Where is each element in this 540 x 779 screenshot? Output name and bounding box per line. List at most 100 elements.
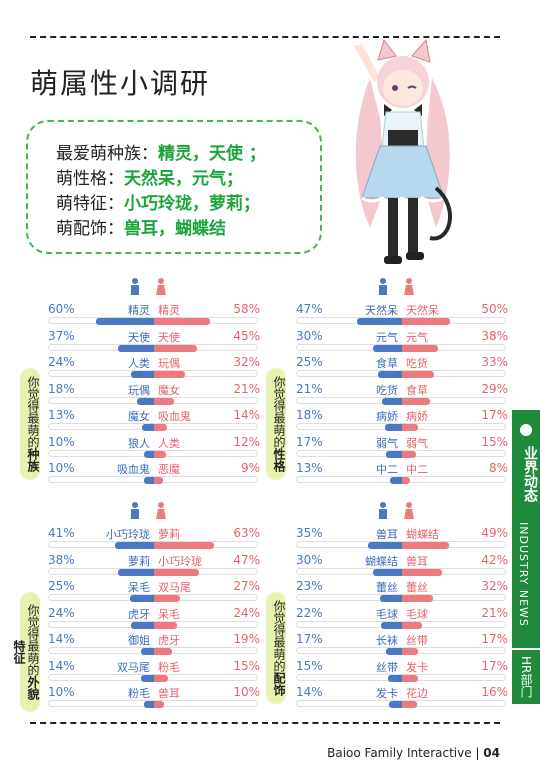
survey-row: 10% 吸血鬼 恶魔 9% xyxy=(48,461,260,487)
male-percent: 47% xyxy=(296,302,323,316)
female-percent: 29% xyxy=(481,381,508,396)
female-bar xyxy=(402,397,430,405)
male-option: 元气 xyxy=(376,330,398,344)
male-percent: 38% xyxy=(48,552,75,567)
male-bar xyxy=(140,648,154,655)
female-bar xyxy=(402,568,443,576)
section-label: 你觉得最萌的性格 xyxy=(266,368,286,480)
male-bar xyxy=(387,674,402,682)
female-percent: 16% xyxy=(481,685,508,699)
survey-row: 22% 毛球 毛球 21% xyxy=(296,606,508,632)
female-option: 呆毛 xyxy=(158,607,180,621)
female-option: 蕾丝 xyxy=(406,581,428,594)
male-percent: 30% xyxy=(296,552,323,567)
female-bar xyxy=(402,595,433,602)
male-percent: 60% xyxy=(48,302,75,316)
bottom-divider xyxy=(30,722,500,724)
hr-department-tab[interactable]: HR部门 xyxy=(512,648,540,704)
male-option: 病娇 xyxy=(376,410,398,423)
survey-section: 你觉得最萌的性格 47% 天然呆 天然呆 50% 30% 元气 元气 38% 25% 食草 吃货 33%… xyxy=(266,278,508,488)
male-bar xyxy=(385,450,402,458)
survey-section: 你觉得最萌的外貌特征 41% 小巧玲珑 萝莉 63% 38% 萝莉 小巧玲珑 47% 25% 呆毛双… xyxy=(12,502,260,712)
section-label-key: 配饰 xyxy=(272,672,286,696)
male-icon xyxy=(128,502,142,524)
female-bar xyxy=(154,424,168,431)
female-option: 天使 xyxy=(158,330,180,344)
female-percent: 15% xyxy=(233,658,260,673)
male-percent: 17% xyxy=(296,434,323,449)
survey-row: 25% 呆毛 双马尾 27% xyxy=(48,579,260,605)
female-option: 蝴蝶结 xyxy=(406,528,439,541)
male-option: 丝带 xyxy=(376,660,398,674)
female-option: 兽耳 xyxy=(406,554,428,568)
male-bar xyxy=(385,648,402,655)
male-bar xyxy=(389,477,402,484)
tab-label-hr: HR部门 xyxy=(519,656,533,698)
male-bar xyxy=(144,450,154,458)
male-percent: 37% xyxy=(48,328,75,343)
summary-line: 萌性格：天然呆，元气； xyxy=(56,169,243,189)
male-percent: 21% xyxy=(296,381,323,396)
survey-section: 你觉得最萌的种族 60% 精灵 精灵 58% 37% 天使 天使 45% 24% 人类 玩偶 32% 18… xyxy=(20,278,260,488)
male-percent: 25% xyxy=(48,579,75,593)
male-option: 吃货 xyxy=(376,383,398,397)
male-percent: 14% xyxy=(48,632,75,646)
summary-line: 最爱萌种族：精灵，天使 ； xyxy=(56,144,266,164)
female-bar xyxy=(402,701,418,708)
tab-label-en: INDUSTRY NEWS xyxy=(517,522,530,627)
section-label-prefix: 你觉得最萌的 xyxy=(272,376,286,448)
male-bar xyxy=(130,621,154,629)
male-option: 天使 xyxy=(128,330,150,344)
female-percent: 32% xyxy=(481,579,508,593)
female-option: 恶魔 xyxy=(158,463,180,476)
male-percent: 14% xyxy=(48,658,75,673)
female-percent: 17% xyxy=(481,632,508,646)
female-bar xyxy=(402,648,419,655)
male-option: 人类 xyxy=(128,357,150,370)
survey-row: 17% 弱气 弱气 15% xyxy=(296,435,508,461)
female-option: 兽耳 xyxy=(158,687,180,700)
survey-row: 47% 天然呆 天然呆 50% xyxy=(296,302,508,328)
male-bar xyxy=(384,424,402,431)
male-percent: 35% xyxy=(296,526,323,540)
female-option: 元气 xyxy=(406,330,428,344)
survey-row: 17% 长袜 丝带 17% xyxy=(296,632,508,658)
male-percent: 10% xyxy=(48,434,75,449)
female-percent: 49% xyxy=(481,526,508,540)
section-label-key: 外貌特征 xyxy=(12,640,40,700)
male-percent: 41% xyxy=(48,526,75,540)
male-percent: 18% xyxy=(48,381,75,396)
survey-row: 60% 精灵 精灵 58% xyxy=(48,302,260,328)
female-bar xyxy=(154,397,175,405)
female-option: 魔女 xyxy=(158,383,180,397)
male-option: 双马尾 xyxy=(117,660,150,674)
section-label: 你觉得最萌的配饰 xyxy=(266,592,286,704)
survey-row: 14% 双马尾 粉毛 15% xyxy=(48,659,260,685)
male-bar xyxy=(373,344,402,352)
male-percent: 13% xyxy=(48,408,75,422)
male-percent: 15% xyxy=(296,658,323,673)
male-option: 蝴蝶结 xyxy=(365,554,398,568)
industry-news-tab[interactable]: 业界动态 INDUSTRY NEWS xyxy=(512,410,540,660)
section-label: 你觉得最萌的外貌特征 xyxy=(12,592,40,712)
female-bar xyxy=(402,621,423,629)
male-bar xyxy=(373,568,402,576)
survey-row: 24% 虎牙 呆毛 24% xyxy=(48,606,260,632)
female-bar xyxy=(154,542,215,549)
male-percent: 24% xyxy=(48,605,75,620)
male-option: 弱气 xyxy=(376,436,398,450)
anime-girl-illustration xyxy=(354,38,453,264)
male-bar xyxy=(379,595,402,602)
female-option: 病娇 xyxy=(406,410,428,423)
female-bar xyxy=(154,371,185,378)
male-option: 萝莉 xyxy=(128,554,150,568)
female-icon xyxy=(402,502,416,524)
female-percent: 19% xyxy=(233,632,260,646)
female-percent: 17% xyxy=(481,658,508,673)
survey-row: 14% 御姐 虎牙 19% xyxy=(48,632,260,658)
male-option: 兽耳 xyxy=(376,528,398,541)
male-option: 毛球 xyxy=(376,607,398,621)
survey-row: 21% 吃货 食草 29% xyxy=(296,382,508,408)
female-percent: 21% xyxy=(481,605,508,620)
female-percent: 10% xyxy=(233,685,260,699)
